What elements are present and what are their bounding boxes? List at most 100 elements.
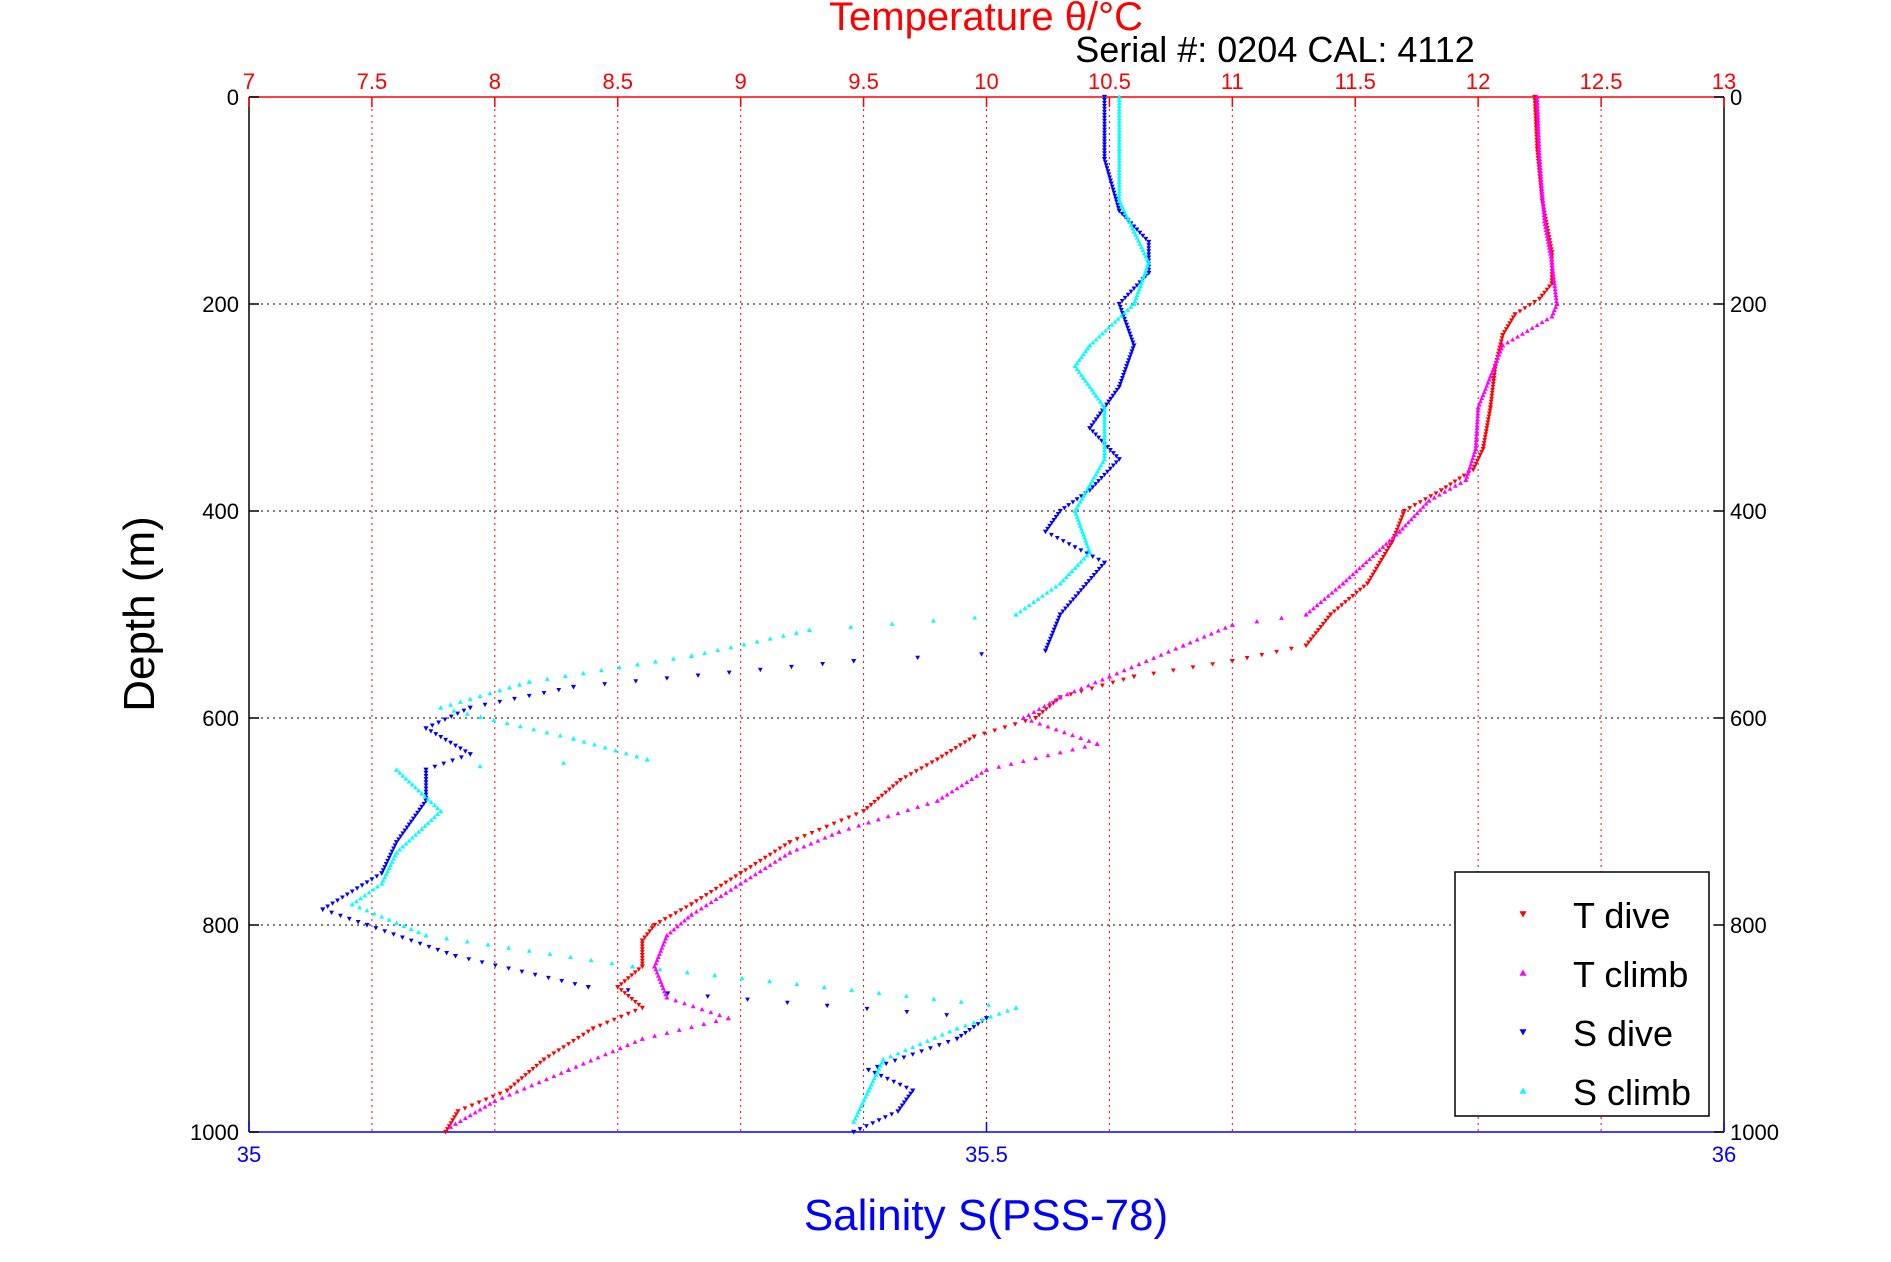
data-point-t-climb [1535,106,1541,111]
data-point-s-climb [1083,490,1088,495]
data-point-s-dive [1060,609,1066,614]
data-point-t-dive [639,952,645,958]
data-point-s-dive [1051,627,1057,632]
data-point-s-dive [492,963,498,968]
top-tick-label: 7 [243,69,255,94]
data-point-s-climb [406,779,412,784]
data-point-t-dive [1050,701,1056,706]
data-point-t-dive [519,1076,525,1081]
data-point-t-climb [1539,183,1545,188]
data-point-s-climb [880,1056,886,1062]
data-point-s-dive [1106,172,1112,177]
data-point-t-dive [618,988,624,993]
data-point-t-climb [1472,449,1478,454]
data-point-t-dive [1488,402,1494,407]
data-point-s-dive [1093,417,1099,422]
data-point-t-climb [1052,697,1058,703]
data-point-t-climb [1540,195,1546,200]
legend-marker-s-climb [1519,1087,1527,1094]
data-point-s-dive [1104,402,1110,407]
data-point-t-climb [974,773,980,778]
data-point-s-climb [741,642,747,647]
data-point-s-climb [428,799,434,805]
data-point-t-dive [1323,618,1329,624]
data-point-t-climb [875,817,881,822]
data-point-s-climb [403,841,409,846]
data-point-t-climb [1539,186,1545,191]
data-point-t-dive [753,862,758,867]
data-point-s-dive [1090,554,1096,559]
data-point-t-climb [1467,465,1473,470]
data-point-s-dive [1117,305,1123,310]
data-point-t-dive [625,994,631,999]
data-point-t-climb [1026,712,1032,717]
data-point-s-climb [1102,453,1107,459]
data-point-s-dive [928,1046,933,1051]
data-point-t-dive [708,889,714,895]
data-point-t-climb [1215,628,1221,633]
data-point-t-climb [1383,541,1389,546]
data-point-s-dive [467,705,473,711]
data-point-t-climb [757,868,763,874]
data-point-s-dive [1129,349,1135,354]
data-point-s-dive [1122,316,1127,322]
data-point-s-dive [359,883,365,888]
data-point-t-dive [875,796,881,802]
data-point-t-dive [639,947,645,952]
data-point-s-dive [851,1129,857,1135]
data-point-t-climb [829,832,835,837]
data-point-t-dive [1210,662,1216,667]
data-point-s-climb [464,711,470,716]
data-point-s-dive [441,761,447,766]
data-point-s-climb [1085,381,1091,386]
data-point-s-climb [902,1047,908,1053]
data-point-t-climb [1057,750,1063,755]
data-point-s-dive [1078,494,1084,499]
data-point-s-climb [1103,328,1108,333]
data-point-s-dive [889,1112,895,1117]
data-point-s-dive [1045,526,1051,532]
data-point-t-dive [967,737,972,742]
data-point-t-dive [1012,722,1018,727]
data-point-s-climb [1086,484,1092,489]
data-point-s-dive [330,901,335,906]
data-point-s-climb [1118,201,1124,206]
data-point-s-climb [1087,342,1093,348]
y-tick-label-right: 1000 [1730,1120,1779,1145]
data-point-s-dive [374,874,380,879]
data-point-s-dive [1118,307,1124,313]
data-point-t-climb [588,1058,594,1063]
data-point-t-dive [1448,482,1453,487]
data-point-t-climb [885,813,891,819]
data-point-t-dive [1343,600,1348,605]
data-point-s-climb [653,659,658,664]
data-point-t-dive [1512,312,1518,317]
data-point-t-climb [1544,316,1550,322]
data-point-s-climb [1116,118,1122,124]
data-point-t-climb [1033,755,1039,761]
data-point-s-climb [1078,372,1084,377]
data-point-t-climb [664,1030,670,1035]
data-point-s-climb [1031,599,1037,604]
data-point-t-dive [1476,455,1482,461]
data-point-s-climb [392,853,398,858]
data-point-t-dive [453,1112,459,1117]
data-point-s-dive [382,865,388,870]
data-point-s-dive [448,714,454,719]
data-point-s-dive [438,735,444,740]
data-point-t-dive [1328,612,1334,618]
data-point-t-dive [1407,506,1413,511]
data-point-s-climb [1102,426,1107,431]
data-point-s-dive [1089,576,1094,581]
data-point-t-dive [1274,649,1279,655]
data-point-s-climb [821,984,827,990]
data-point-t-climb [1370,553,1376,558]
data-point-s-climb [425,796,431,802]
data-point-s-climb [854,1113,860,1118]
data-point-t-climb [1547,248,1553,253]
data-point-s-climb [1093,337,1099,342]
data-point-s-dive [406,822,412,827]
data-point-s-dive [1102,121,1107,127]
data-point-t-climb [1536,147,1542,153]
data-point-t-climb [551,1073,557,1079]
